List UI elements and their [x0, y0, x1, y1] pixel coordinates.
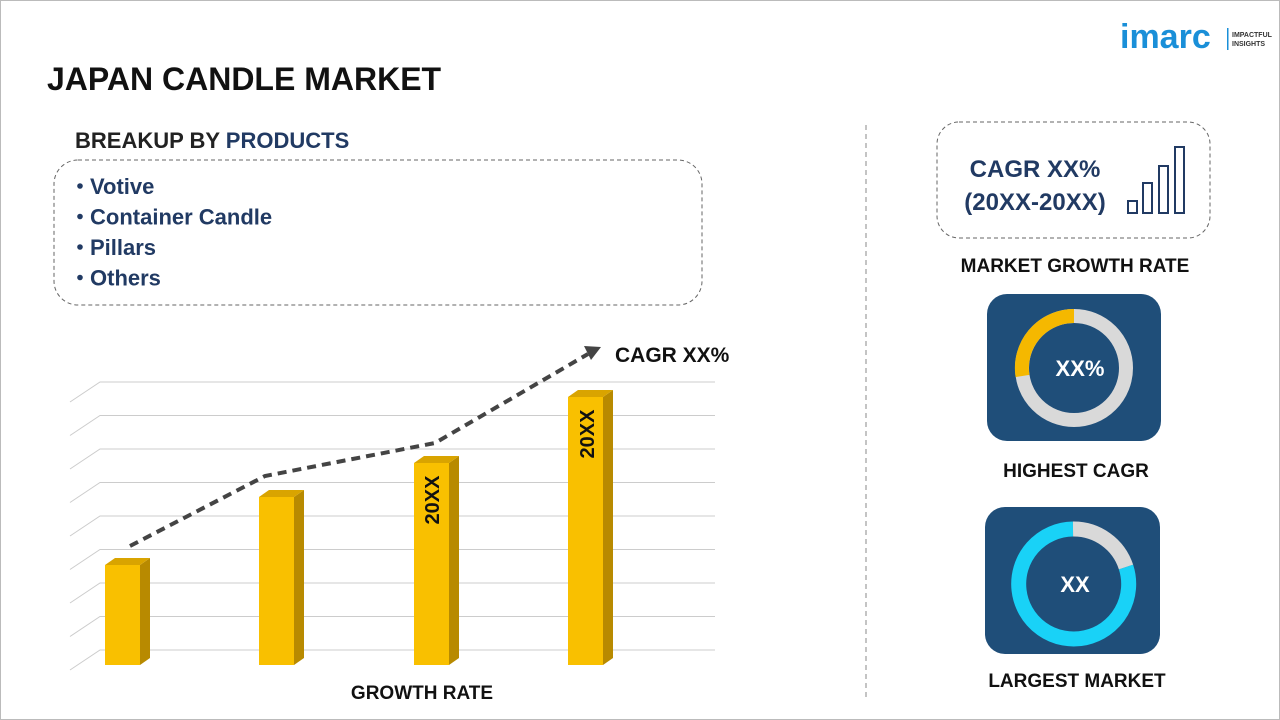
- breakup-box: [53, 159, 703, 306]
- bullet: [77, 244, 83, 250]
- bar-side: [140, 558, 150, 665]
- bar-front: [105, 565, 140, 665]
- breakup-list: Votive Container Candle Pillars Others: [77, 174, 272, 291]
- card-text: (20XX-20XX): [964, 189, 1105, 216]
- breakup-label: BREAKUP BY: [75, 128, 220, 153]
- bar-front: [259, 497, 294, 665]
- grid-line: [69, 549, 715, 570]
- bar-side: [449, 456, 459, 665]
- bar-side: [294, 490, 304, 665]
- list-item: Pillars: [90, 235, 156, 260]
- donut-arc: [1011, 521, 1137, 647]
- grid-line: [69, 649, 715, 671]
- bar-label: 20XX: [577, 409, 599, 459]
- bar-label: 20XX: [422, 475, 444, 525]
- chart-grid: [69, 381, 715, 671]
- bar-top: [105, 558, 150, 565]
- donut-arc: [1014, 308, 1075, 378]
- bar-front: [414, 463, 449, 665]
- card-value: XX%: [1056, 356, 1105, 381]
- list-item: Container Candle: [90, 205, 272, 230]
- chart-bars: [105, 390, 613, 665]
- axis-label: GROWTH RATE: [351, 683, 493, 704]
- page-title: JAPAN CANDLE MARKET: [47, 61, 442, 97]
- grid-line: [69, 515, 715, 537]
- donut-track: [1072, 521, 1134, 570]
- bullet: [77, 274, 83, 281]
- bullet: [77, 213, 83, 220]
- card-caption: MARKET GROWTH RATE: [961, 256, 1190, 277]
- breakup-highlight: PRODUCTS: [226, 128, 349, 153]
- logo-separator: [1227, 28, 1229, 50]
- grid-line: [69, 616, 715, 637]
- logo-tagline: INSIGHTS: [1232, 41, 1265, 48]
- bar-top: [259, 490, 304, 497]
- bar-top: [568, 390, 613, 397]
- bar-front: [568, 397, 603, 665]
- grid-line: [69, 482, 715, 503]
- card-caption: LARGEST MARKET: [988, 671, 1166, 692]
- card-text: CAGR XX%: [970, 156, 1101, 183]
- breakup-heading: BREAKUP BY PRODUCTS: [75, 128, 349, 153]
- card-caption: HIGHEST CAGR: [1003, 461, 1149, 482]
- grid-line: [69, 448, 715, 470]
- bullet: [77, 183, 83, 189]
- grid-line: [69, 415, 715, 436]
- bar-top: [414, 456, 459, 463]
- trend-arrow: [129, 352, 590, 548]
- grid-line: [69, 381, 715, 403]
- list-item: Others: [90, 266, 161, 291]
- card-value: XX: [1060, 572, 1090, 597]
- list-item: Votive: [90, 174, 154, 199]
- logo-name: imarc: [1120, 18, 1211, 56]
- bar-side: [603, 390, 613, 665]
- trend-arrowhead: [584, 346, 601, 360]
- logo-tagline: IMPACTFUL: [1232, 32, 1273, 39]
- bars-icon: [1127, 146, 1185, 214]
- trend-label: CAGR XX%: [615, 344, 730, 367]
- growth-card: [936, 121, 1211, 239]
- grid-line: [69, 582, 715, 604]
